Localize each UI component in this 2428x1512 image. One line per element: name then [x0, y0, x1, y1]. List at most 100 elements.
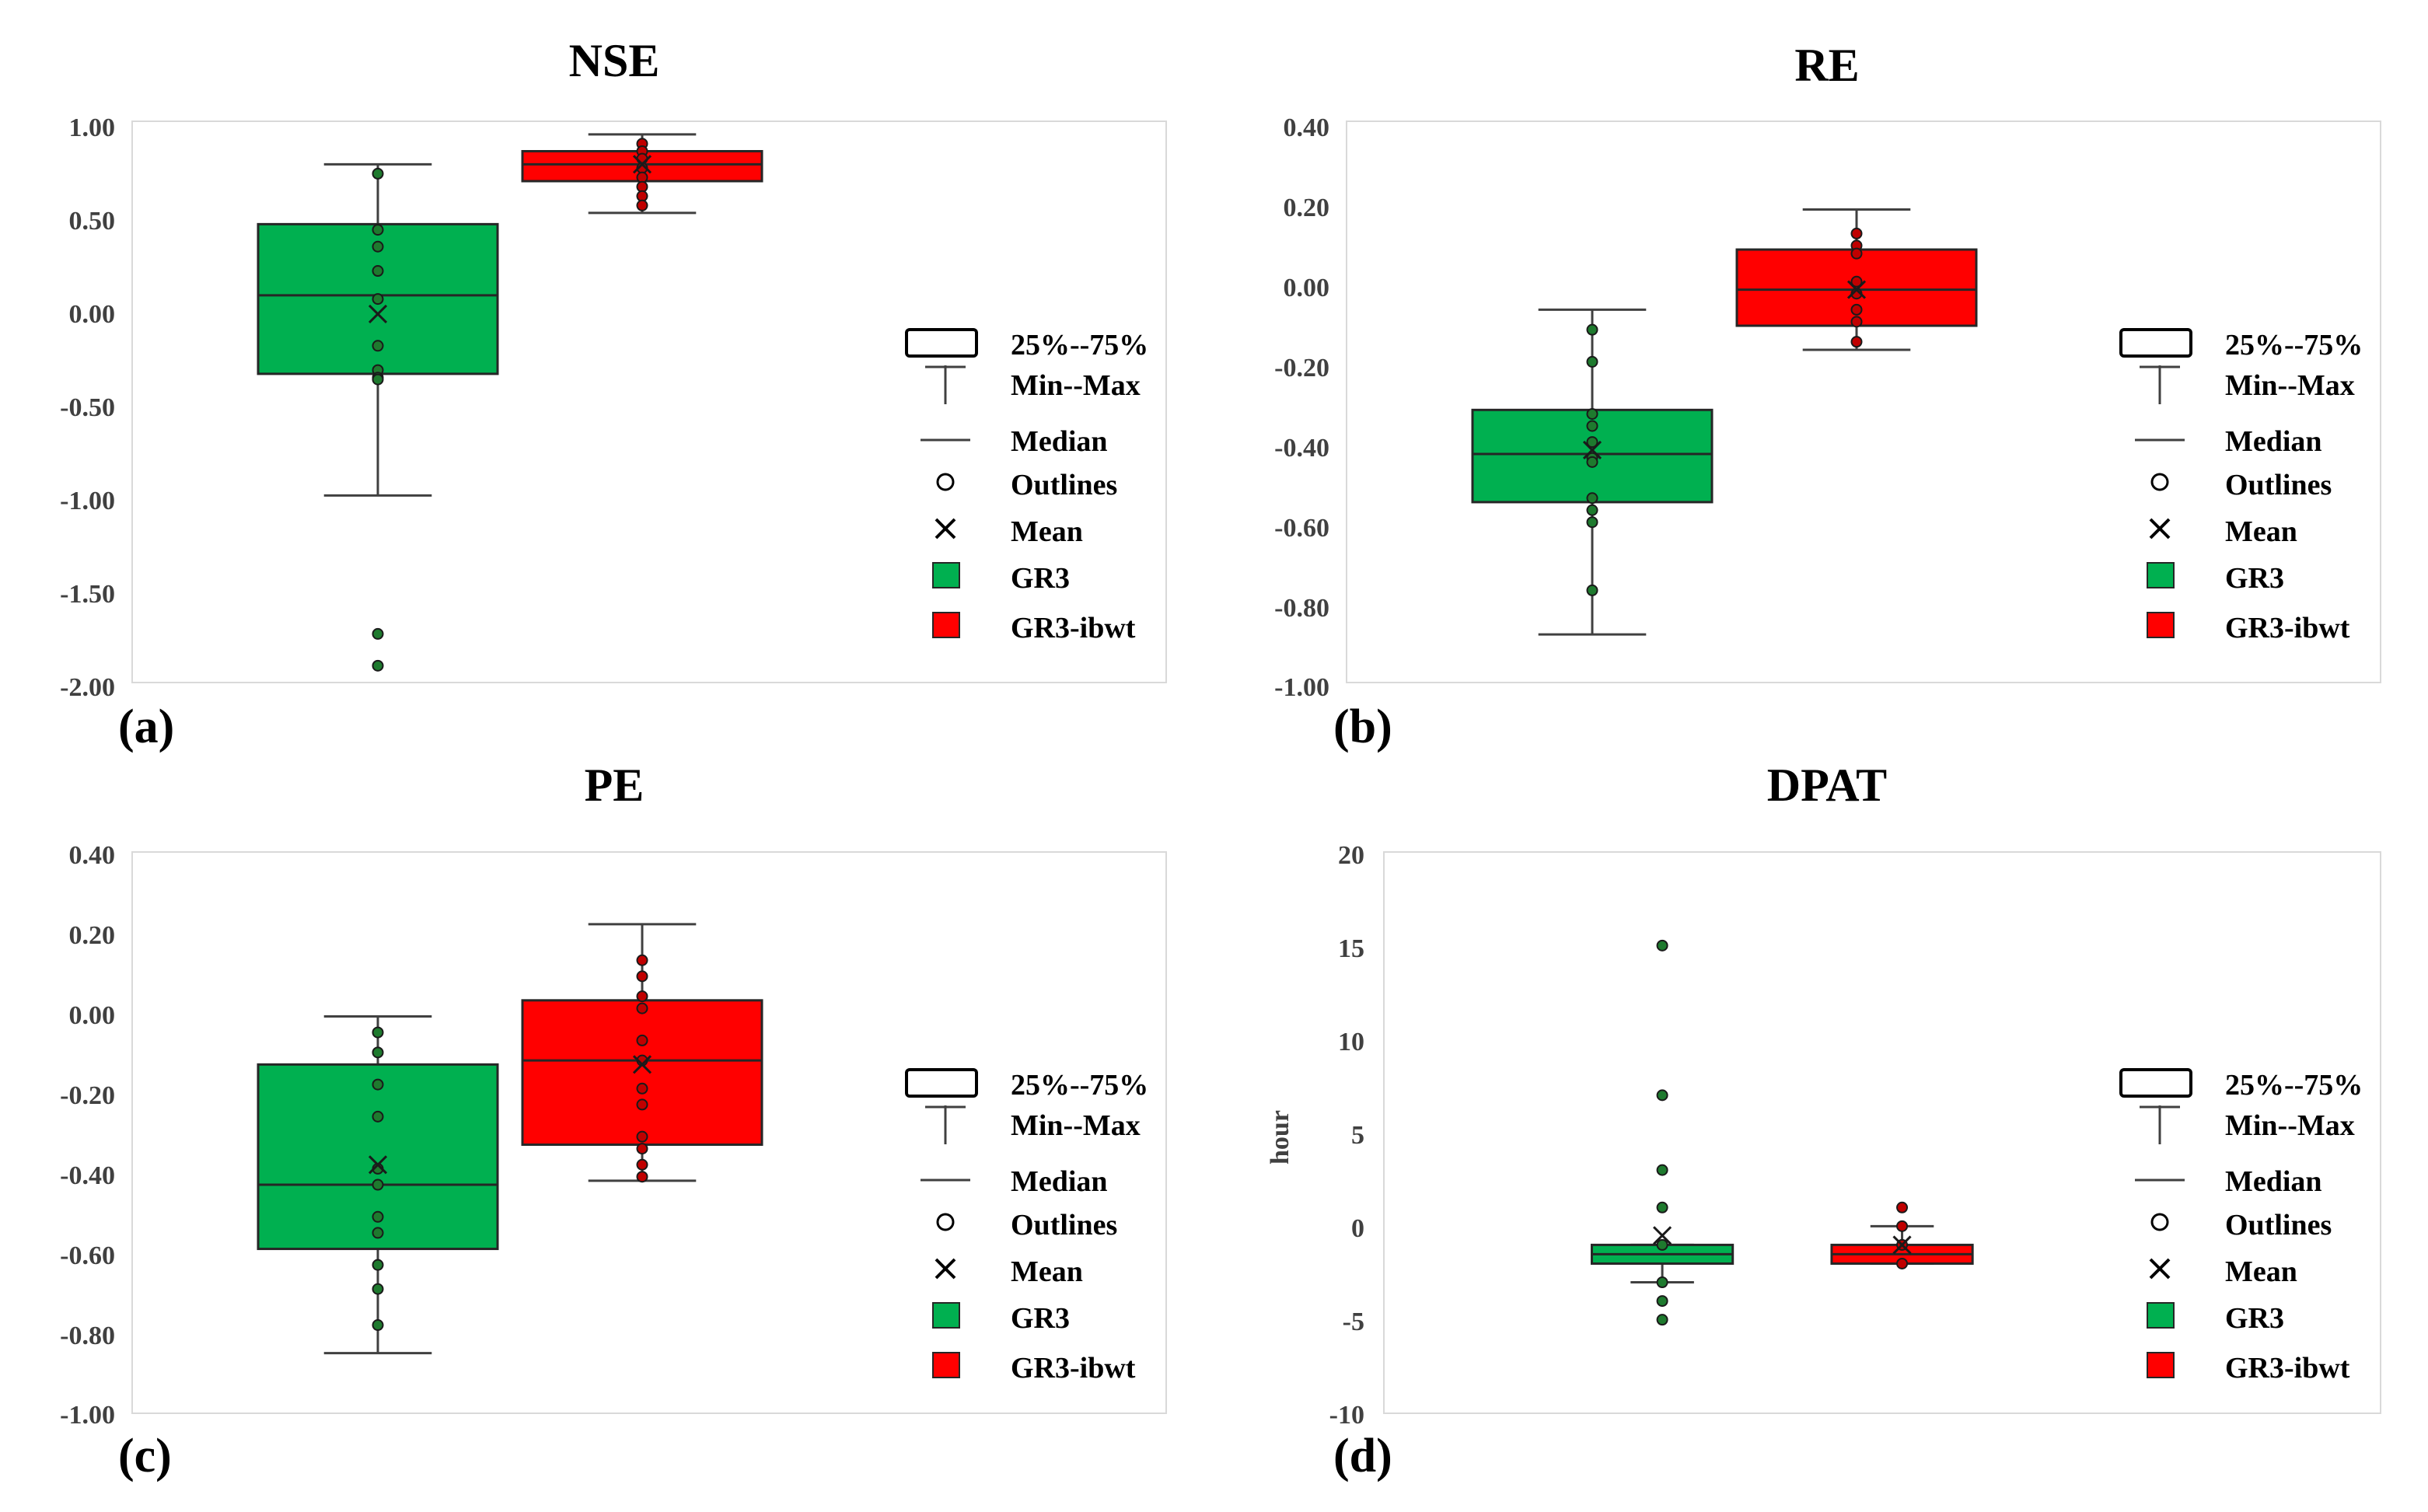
- legend-label: Outlines: [2225, 1209, 2332, 1241]
- legend-gr3-swatch: [932, 1302, 960, 1329]
- data-point: [1586, 407, 1598, 420]
- legend-symbol-median: [2135, 1179, 2185, 1182]
- legend-item-whisker: Min--Max: [902, 1105, 1182, 1144]
- data-point: [372, 1227, 384, 1239]
- legend-label: GR3: [1011, 1302, 1070, 1335]
- mean-marker: [632, 155, 652, 174]
- data-point: [1586, 492, 1598, 505]
- legend-label: Median: [1011, 425, 1108, 458]
- legend-item-gr3ibwt: GR3-ibwt: [2116, 1348, 2396, 1387]
- legend-gr3-swatch: [932, 562, 960, 588]
- data-point: [372, 1046, 384, 1059]
- mean-marker: [1582, 440, 1602, 459]
- y-tick-label: -0.20: [60, 1081, 115, 1110]
- data-point: [636, 1098, 648, 1111]
- legend-mean-icon: [935, 518, 956, 540]
- legend-mean-icon: [2149, 518, 2171, 540]
- legend-symbol-gr3ibwt: [932, 1352, 960, 1378]
- data-point: [1586, 420, 1598, 432]
- legend-symbol-outlier: [936, 1213, 955, 1231]
- legend-item-mean: Mean: [2116, 512, 2396, 550]
- legend-item-outlier: Outlines: [2116, 465, 2396, 504]
- data-point: [1850, 336, 1863, 348]
- legend-item-outlier: Outlines: [2116, 1205, 2396, 1244]
- panel-label: (a): [118, 700, 175, 753]
- legend-item-median: Median: [902, 1161, 1182, 1200]
- plot-frame: [131, 120, 1167, 683]
- data-point: [372, 240, 384, 253]
- legend-item-outlier: Outlines: [902, 465, 1182, 504]
- data-point: [636, 1034, 648, 1046]
- legend-label: Min--Max: [2225, 1109, 2355, 1142]
- y-tick-label: 15: [1338, 934, 1364, 963]
- data-point: [372, 293, 384, 306]
- data-point: [1656, 1295, 1668, 1308]
- data-point: [1586, 323, 1598, 336]
- legend-label: GR3: [2225, 1302, 2284, 1335]
- panel-label: (d): [1333, 1430, 1392, 1482]
- legend-symbol-box: [2119, 328, 2192, 358]
- data-point: [372, 265, 384, 278]
- legend-symbol-whisker: [2140, 1105, 2180, 1144]
- legend-label: Median: [2225, 425, 2322, 458]
- legend-symbol-outlier: [936, 473, 955, 491]
- data-point: [1586, 436, 1598, 449]
- mean-marker: [1846, 280, 1867, 299]
- y-tick-label: -0.60: [60, 1241, 115, 1270]
- legend-item-mean: Mean: [902, 1252, 1182, 1290]
- data-point: [636, 1002, 648, 1014]
- y-tick-label: 0.00: [68, 1001, 116, 1030]
- plot-frame: [131, 851, 1167, 1414]
- data-point: [1586, 584, 1598, 596]
- data-point: [1850, 316, 1863, 328]
- data-point: [636, 970, 648, 983]
- legend-symbol-gr3: [2147, 562, 2175, 588]
- mean-marker: [368, 1155, 388, 1175]
- y-tick-label: -0.80: [60, 1322, 115, 1350]
- legend-label: 25%--75%: [1011, 1069, 1149, 1102]
- y-tick-label: 0: [1351, 1214, 1364, 1243]
- y-tick-label: 20: [1338, 841, 1364, 870]
- legend-item-whisker: Min--Max: [902, 365, 1182, 404]
- y-tick-label: 0.20: [1283, 194, 1330, 222]
- y-tick-label: -1.50: [60, 580, 115, 609]
- plot-area-dpat: [1383, 851, 2381, 1414]
- y-tick-label: -2.00: [60, 673, 115, 702]
- y-tick-label: -0.20: [1274, 354, 1329, 382]
- legend-item-box: 25%--75%: [2116, 325, 2396, 364]
- legend-symbol-median: [921, 1179, 970, 1182]
- panel-label: (b): [1333, 700, 1392, 753]
- legend-label: Min--Max: [1011, 1109, 1141, 1142]
- legend: 25%--75% Min--Max Median Outlines Mean GR3 GR3…: [902, 1062, 1213, 1404]
- legend-label: GR3-ibwt: [2225, 612, 2350, 644]
- legend-outlier-icon: [2150, 473, 2169, 491]
- legend-box-icon: [905, 1068, 978, 1098]
- legend-symbol-gr3: [2147, 1302, 2175, 1329]
- legend-symbol-gr3ibwt: [2147, 612, 2175, 638]
- y-tick-label: 0.20: [68, 921, 116, 950]
- y-tick-label: 1.00: [68, 113, 116, 142]
- mean-marker: [1892, 1235, 1912, 1255]
- data-point: [372, 659, 384, 672]
- data-point: [636, 1082, 648, 1095]
- legend-symbol-outlier: [2150, 1213, 2169, 1231]
- legend-symbol-box: [905, 328, 978, 358]
- legend-item-whisker: Min--Max: [2116, 365, 2396, 404]
- data-point: [372, 1259, 384, 1271]
- data-point: [1896, 1220, 1909, 1232]
- data-point: [1850, 247, 1863, 260]
- legend-label: Min--Max: [1011, 369, 1141, 402]
- legend-item-gr3: GR3: [2116, 558, 2396, 597]
- data-point: [1586, 355, 1598, 368]
- legend-label: GR3-ibwt: [1011, 612, 1136, 644]
- data-point: [1850, 275, 1863, 288]
- data-point: [372, 1179, 384, 1191]
- legend-item-box: 25%--75%: [902, 325, 1182, 364]
- data-point: [372, 373, 384, 386]
- legend-symbol-gr3ibwt: [932, 612, 960, 638]
- y-tick-label: 0.40: [1283, 113, 1330, 142]
- legend-symbol-mean: [935, 1258, 956, 1280]
- legend-symbol-box: [905, 1068, 978, 1098]
- mean-marker: [1653, 1226, 1672, 1245]
- legend-label: Median: [2225, 1165, 2322, 1198]
